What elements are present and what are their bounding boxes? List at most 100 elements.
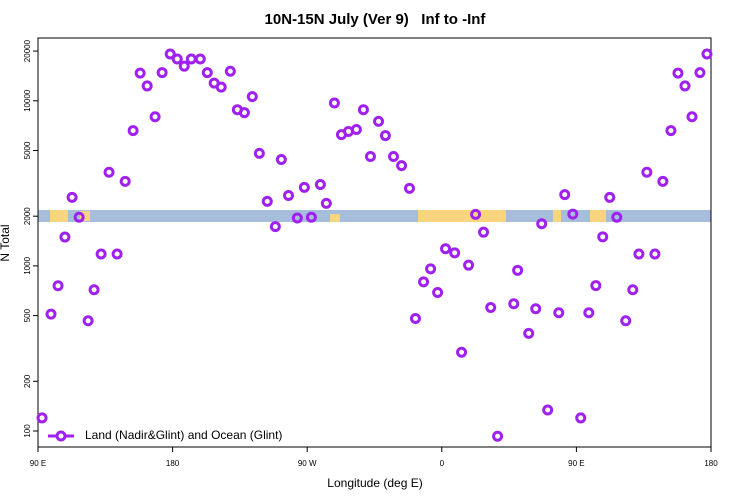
land-patch (418, 210, 506, 222)
point (530, 303, 542, 315)
ocean-strip (38, 210, 711, 222)
point (224, 65, 236, 77)
point (171, 53, 183, 65)
point (463, 259, 475, 271)
point (178, 60, 190, 72)
point (641, 166, 653, 178)
land-ocean-strip (38, 210, 711, 222)
point (95, 248, 107, 260)
point (379, 130, 391, 142)
point (246, 91, 258, 103)
y-tick-label: 500 (23, 308, 32, 322)
point (134, 67, 146, 79)
y-tick-label: 1000 (23, 256, 32, 274)
point (59, 231, 71, 243)
point (542, 404, 554, 416)
point (164, 48, 176, 60)
point (119, 175, 131, 187)
point (575, 412, 587, 424)
point (127, 125, 139, 137)
point (432, 286, 444, 298)
point (456, 346, 468, 358)
point (665, 125, 677, 137)
point (314, 179, 326, 191)
point (536, 218, 548, 230)
point (686, 111, 698, 123)
point (396, 160, 408, 172)
y-tick-label: 100 (23, 424, 32, 438)
point (470, 208, 482, 220)
point (679, 80, 691, 92)
point (387, 150, 399, 162)
point (141, 80, 153, 92)
point (298, 181, 310, 193)
legend-label: Land (Nadir&Glint) and Ocean (Glint) (85, 428, 282, 442)
point (590, 280, 602, 292)
point (492, 430, 504, 442)
y-tick-label: 10000 (23, 89, 32, 112)
land-patch (590, 210, 606, 222)
point (701, 48, 713, 60)
point (350, 123, 362, 135)
y-axis-label: N Total (0, 224, 12, 261)
x-axis-label: Longitude (deg E) (327, 476, 422, 490)
point (694, 67, 706, 79)
point (611, 211, 623, 223)
point (512, 264, 524, 276)
point (672, 67, 684, 79)
point (111, 248, 123, 260)
point (485, 301, 497, 313)
x-tick-label: 180 (166, 459, 180, 468)
point (657, 175, 669, 187)
point (440, 243, 452, 255)
point (215, 81, 227, 93)
point (73, 211, 85, 223)
point (604, 191, 616, 203)
point (66, 191, 78, 203)
point (253, 147, 265, 159)
point (82, 315, 94, 327)
point (373, 115, 385, 127)
point (328, 97, 340, 109)
point (283, 189, 295, 201)
legend-marker (55, 430, 67, 442)
point (149, 111, 161, 123)
plot-frame (37, 37, 712, 448)
point (523, 327, 535, 339)
point (88, 284, 100, 296)
point (425, 263, 437, 275)
land-patch (50, 210, 68, 222)
chart-title: 10N-15N July (Ver 9) Inf to -Inf (265, 11, 487, 28)
point (508, 298, 520, 310)
point (45, 308, 57, 320)
land-patch (80, 211, 90, 221)
point (633, 248, 645, 260)
point (553, 307, 565, 319)
point (52, 280, 64, 292)
point (449, 247, 461, 259)
point (478, 226, 490, 238)
point (291, 212, 303, 224)
point (409, 313, 421, 325)
x-tick-label: 180 (704, 459, 718, 468)
point (36, 412, 48, 424)
point (194, 53, 206, 65)
point (418, 276, 430, 288)
point (320, 197, 332, 209)
point (364, 150, 376, 162)
point (261, 195, 273, 207)
x-tick-label: 90 W (298, 459, 317, 468)
point (620, 315, 632, 327)
point (185, 53, 197, 65)
x-tick-label: 0 (440, 459, 445, 468)
x-tick-label: 90 E (568, 459, 584, 468)
point (627, 284, 639, 296)
y-tick-label: 5000 (23, 141, 32, 159)
x-tick-label: 90 E (30, 459, 46, 468)
point (559, 189, 571, 201)
point (305, 211, 317, 223)
y-tick-label: 200 (23, 374, 32, 388)
point (403, 182, 415, 194)
